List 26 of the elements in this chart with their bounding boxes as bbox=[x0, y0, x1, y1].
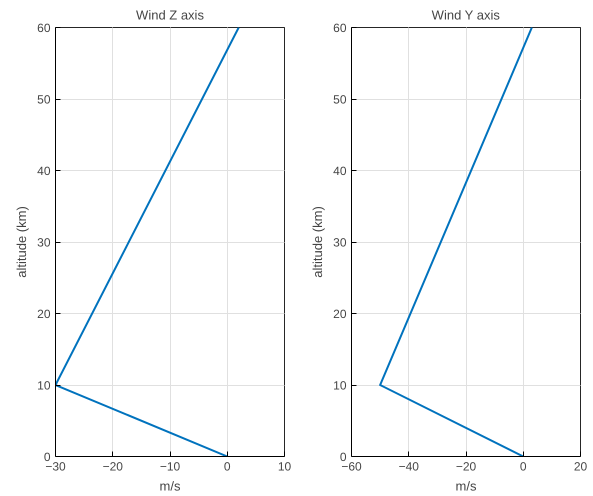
y-tick-label: 40 bbox=[37, 164, 51, 178]
x-tick-label: 20 bbox=[574, 460, 588, 474]
chart-title: Wind Z axis bbox=[136, 8, 204, 22]
x-axis-title: m/s bbox=[160, 478, 181, 494]
x-tick-label: 0 bbox=[520, 460, 527, 474]
chart-title: Wind Y axis bbox=[432, 8, 500, 22]
y-tick-label: 20 bbox=[37, 307, 51, 321]
y-tick-label: 50 bbox=[37, 92, 51, 106]
y-tick-label: 60 bbox=[37, 21, 51, 35]
x-tick-label: −20 bbox=[102, 460, 124, 474]
y-axis-title: altitude (km) bbox=[14, 206, 30, 278]
y-tick-label: 60 bbox=[333, 21, 347, 35]
y-tick-label: 30 bbox=[333, 236, 347, 250]
x-tick-label: −20 bbox=[456, 460, 477, 474]
y-tick-label: 40 bbox=[333, 164, 347, 178]
y-tick-label: 50 bbox=[333, 92, 347, 106]
y-tick-label: 20 bbox=[333, 307, 347, 321]
x-tick-label: −40 bbox=[398, 460, 420, 474]
x-tick-label: 10 bbox=[278, 460, 292, 474]
y-tick-label: 30 bbox=[37, 236, 51, 250]
y-tick-label: 10 bbox=[37, 378, 51, 392]
y-axis-title: altitude (km) bbox=[310, 206, 326, 278]
x-axis-title: m/s bbox=[456, 478, 477, 494]
x-tick-label: 0 bbox=[224, 460, 231, 474]
x-tick-label: −10 bbox=[160, 460, 181, 474]
y-tick-label: 10 bbox=[333, 378, 347, 392]
